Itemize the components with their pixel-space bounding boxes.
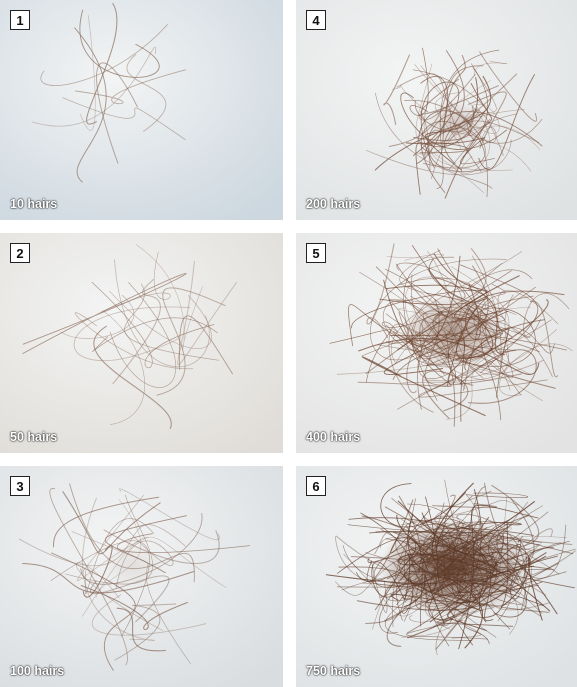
panel-5: 5 400 hairs (296, 233, 577, 453)
photo-background (0, 233, 283, 453)
hair-strands (325, 479, 576, 656)
panel-4: 4 200 hairs (296, 0, 577, 220)
panel-number-badge: 5 (306, 243, 326, 263)
panel-caption: 750 hairs (306, 664, 361, 678)
panel-caption: 100 hairs (10, 664, 65, 678)
panel-number-badge: 6 (306, 476, 326, 496)
panel-number-badge: 1 (10, 10, 30, 30)
hair-sample-photo (0, 466, 283, 687)
hair-sample-photo (296, 233, 577, 453)
hair-strands (329, 243, 573, 427)
hair-strands (366, 47, 543, 199)
hair-sample-photo (0, 0, 283, 220)
panel-caption: 400 hairs (306, 430, 361, 444)
panel-caption: 10 hairs (10, 197, 58, 211)
hair-clump-core (401, 295, 506, 369)
panel-6: 6 750 hairs (296, 466, 577, 687)
hair-strands (18, 483, 251, 671)
panel-3: 3 100 hairs (0, 466, 283, 687)
hair-sample-photo (0, 233, 283, 453)
panel-number-badge: 2 (10, 243, 30, 263)
panel-2: 2 50 hairs (0, 233, 283, 453)
panel-number-badge: 4 (306, 10, 326, 30)
panel-1: 1 10 hairs (0, 0, 283, 220)
hair-strands (31, 2, 186, 183)
panel-caption: 50 hairs (10, 430, 58, 444)
panel-caption: 200 hairs (306, 197, 361, 211)
hair-strands (22, 244, 238, 430)
panel-number-badge: 3 (10, 476, 30, 496)
hair-sample-photo (296, 0, 577, 220)
photo-background (0, 0, 283, 220)
hair-sample-photo (296, 466, 577, 687)
